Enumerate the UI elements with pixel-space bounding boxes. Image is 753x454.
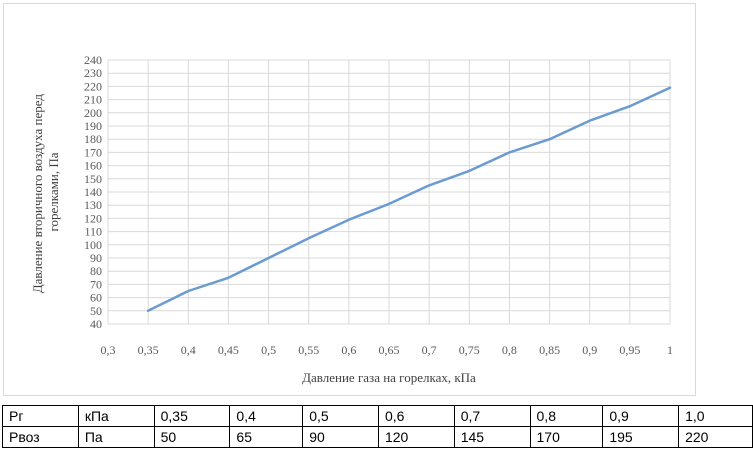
series-line <box>146 86 672 313</box>
table-row: Pвоз Па 50 65 90 120 145 170 195 220 <box>2 426 753 448</box>
y-tick-label: 160 <box>84 159 102 173</box>
table-cell: 0,5 <box>302 405 379 427</box>
y-tick-label: 150 <box>84 172 102 186</box>
table-cell: 90 <box>302 426 379 448</box>
y-tick-label: 170 <box>84 145 102 159</box>
line-chart: 4050607080901001101201301401501601701801… <box>30 53 674 385</box>
y-tick-label: 50 <box>90 304 102 318</box>
table-cell: 0,4 <box>229 405 304 427</box>
table-row: Pг кПа 0,35 0,4 0,5 0,6 0,7 0,8 0,9 1,0 <box>2 405 753 427</box>
table-cell: 0,35 <box>153 405 231 427</box>
table-cell: 0,7 <box>453 405 531 427</box>
table-cell: Pвоз <box>2 426 79 448</box>
y-tick-label: 120 <box>84 211 102 225</box>
y-tick-label: 210 <box>84 93 102 107</box>
x-tick-label: 0,55 <box>298 343 319 357</box>
table-cell: 120 <box>377 426 455 448</box>
y-tick-label: 110 <box>84 225 102 239</box>
table-cell: 1,0 <box>678 405 753 427</box>
table-cell: Па <box>77 426 155 448</box>
x-tick-label: 0,65 <box>379 343 400 357</box>
x-tick-label: 0,4 <box>181 343 196 357</box>
y-tick-label: 70 <box>90 277 102 291</box>
table-cell: 0,9 <box>602 405 680 427</box>
x-tick-label: 0,5 <box>261 343 276 357</box>
y-tick-label: 40 <box>90 317 102 331</box>
y-tick-label: 190 <box>84 119 102 133</box>
data-table-body: Pг кПа 0,35 0,4 0,5 0,6 0,7 0,8 0,9 1,0 Pвоз Па 50 65… <box>2 405 753 448</box>
x-tick-label: 0,8 <box>502 343 517 357</box>
x-axis-title: Давление газа на горелках, кПа <box>302 370 476 385</box>
table-cell: 220 <box>678 426 753 448</box>
table-cell: 65 <box>229 426 304 448</box>
table-cell: 145 <box>453 426 531 448</box>
table-cell: 195 <box>602 426 680 448</box>
x-tick-label: 0,95 <box>619 343 640 357</box>
data-table: Pг кПа 0,35 0,4 0,5 0,6 0,7 0,8 0,9 1,0 Pвоз Па 50 65… <box>2 405 753 448</box>
y-tick-label: 130 <box>84 198 102 212</box>
y-axis-tick-labels: 4050607080901001101201301401501601701801… <box>84 53 102 331</box>
y-tick-label: 240 <box>84 53 102 67</box>
y-tick-label: 90 <box>90 251 102 265</box>
table-cell: Pг <box>2 405 79 427</box>
y-tick-label: 100 <box>84 238 102 252</box>
table-cell: 50 <box>153 426 231 448</box>
y-tick-label: 80 <box>90 264 102 278</box>
y-tick-label: 200 <box>84 106 102 120</box>
y-tick-label: 140 <box>84 185 102 199</box>
horizontal-gridlines <box>108 59 670 325</box>
y-tick-label: 230 <box>84 66 102 80</box>
table-cell: кПа <box>77 405 155 427</box>
x-tick-label: 0,7 <box>422 343 437 357</box>
y-axis-title-line-2: горелками, Па <box>46 152 61 231</box>
x-tick-label: 0,75 <box>459 343 480 357</box>
y-axis-title-line-1: Давление вторичного воздуха перед <box>30 94 45 294</box>
x-tick-label: 0,6 <box>341 343 356 357</box>
x-axis-tick-labels: 0,3 0,35 0,4 0,45 0,5 0,55 0,6 0,65 0,7 0,75 0,8 0,… <box>101 343 674 357</box>
y-axis-title: Давление вторичного воздуха перед горелк… <box>30 91 61 293</box>
x-tick-label: 0,3 <box>101 343 116 357</box>
table-cell: 0,8 <box>529 405 604 427</box>
x-tick-label: 0,45 <box>218 343 239 357</box>
table-cell: 170 <box>529 426 604 448</box>
series-group <box>146 86 672 313</box>
chart-area: 40 50 60 70 80 90 100 110 120 130 140 150 160 170 180 1… <box>3 3 696 396</box>
x-tick-label: 1 <box>667 343 673 357</box>
y-tick-label: 60 <box>90 291 102 305</box>
x-tick-label: 0,9 <box>582 343 597 357</box>
y-tick-label: 220 <box>84 79 102 93</box>
table-cell: 0,6 <box>377 405 455 427</box>
x-tick-label: 0,35 <box>138 343 159 357</box>
x-tick-label: 0,85 <box>539 343 560 357</box>
y-tick-label: 180 <box>84 132 102 146</box>
